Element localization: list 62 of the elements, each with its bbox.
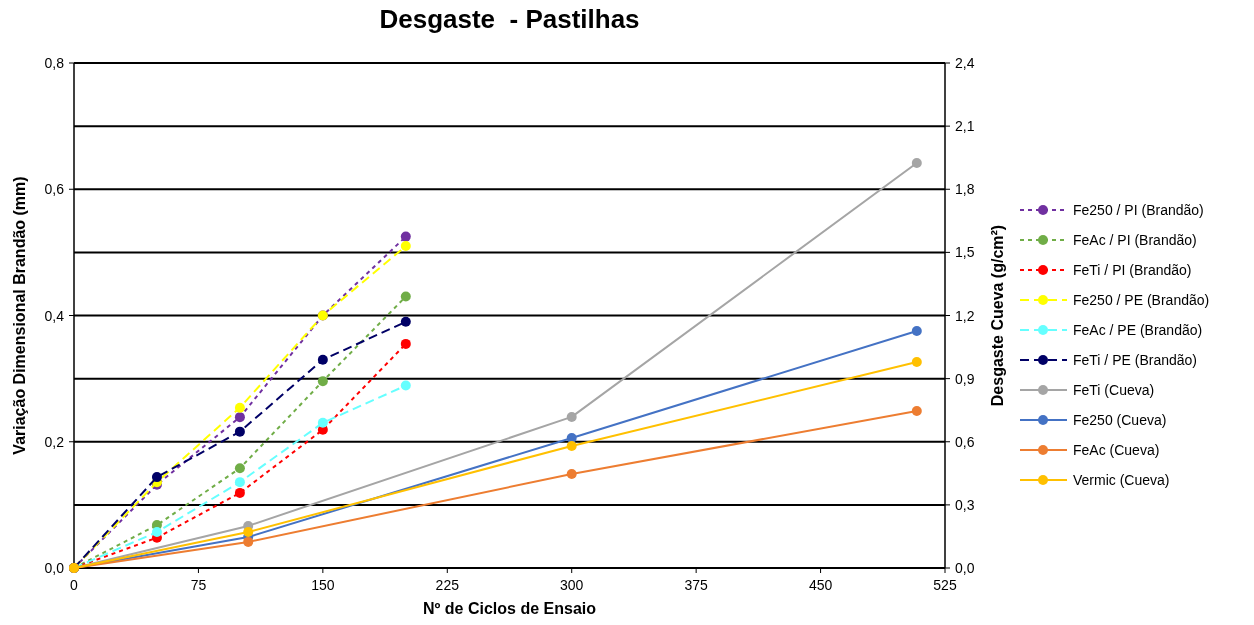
y-tick-label: 0,6	[44, 181, 65, 198]
point	[400, 241, 411, 252]
point	[234, 463, 245, 474]
y2-tick-label: 0,6	[955, 433, 975, 450]
legend-label: FeAc / PE (Brandão)	[1073, 322, 1203, 338]
y-tick-label: 0,0	[44, 560, 65, 576]
x-tick-label: 450	[808, 577, 833, 593]
point	[151, 472, 162, 483]
point	[566, 411, 577, 422]
point	[400, 380, 411, 391]
y2-tick-label: 0,0	[955, 560, 975, 576]
x-tick-label: 0	[70, 577, 79, 593]
point	[317, 376, 328, 387]
chart-title: Desgaste - Pastilhas	[379, 4, 640, 34]
y2-tick-label: 2,1	[955, 118, 975, 135]
y-axis-title: Variação Dimensional Brandão (mm)	[11, 176, 28, 455]
x-tick-label: 75	[190, 577, 207, 593]
point	[566, 468, 577, 479]
y2-tick-label: 1,5	[955, 244, 975, 261]
point	[400, 291, 411, 302]
legend-label: Fe250 (Cueva)	[1073, 412, 1167, 428]
point	[911, 326, 922, 337]
legend-label: FeTi (Cueva)	[1073, 382, 1155, 398]
point	[234, 402, 245, 413]
legend-label: FeTi / PI (Brandão)	[1073, 262, 1192, 278]
point	[234, 412, 245, 423]
y2-tick-label: 1,2	[955, 307, 975, 324]
legend-label: Vermic (Cueva)	[1073, 472, 1170, 488]
point	[911, 406, 922, 417]
point	[400, 316, 411, 327]
point	[566, 440, 577, 451]
x-tick-label: 150	[311, 577, 335, 593]
y2-tick-label: 1,8	[955, 181, 975, 198]
point	[243, 536, 254, 547]
point	[234, 477, 245, 488]
x-tick-label: 525	[933, 577, 957, 593]
point	[911, 157, 922, 168]
y-tick-label: 0,4	[44, 307, 65, 324]
point	[317, 417, 328, 428]
point	[234, 487, 245, 498]
point	[151, 527, 162, 538]
point	[400, 338, 411, 349]
legend-label: FeTi / PE (Brandão)	[1073, 352, 1197, 368]
legend-label: FeAc / PI (Brandão)	[1073, 232, 1197, 248]
x-axis-title: Nº de Ciclos de Ensaio	[423, 600, 597, 617]
legend-label: Fe250 / PI (Brandão)	[1073, 202, 1204, 218]
y2-tick-label: 0,9	[955, 370, 975, 387]
point	[317, 354, 328, 365]
y-tick-label: 0,2	[44, 433, 65, 450]
x-tick-label: 225	[435, 577, 460, 593]
x-tick-label: 300	[560, 577, 584, 593]
y2-tick-label: 2,4	[955, 55, 975, 71]
legend-label: FeAc (Cueva)	[1073, 442, 1160, 458]
point	[911, 357, 922, 367]
point	[400, 231, 411, 242]
point	[234, 426, 245, 437]
point	[243, 527, 254, 538]
legend-label: Fe250 / PE (Brandão)	[1073, 292, 1210, 308]
y2-tick-label: 0,3	[955, 496, 975, 513]
x-tick-label: 375	[684, 577, 709, 593]
y2-axis-title: Desgaste Cueva (g/cm²)	[989, 224, 1006, 407]
y-tick-label: 0,8	[44, 55, 65, 71]
